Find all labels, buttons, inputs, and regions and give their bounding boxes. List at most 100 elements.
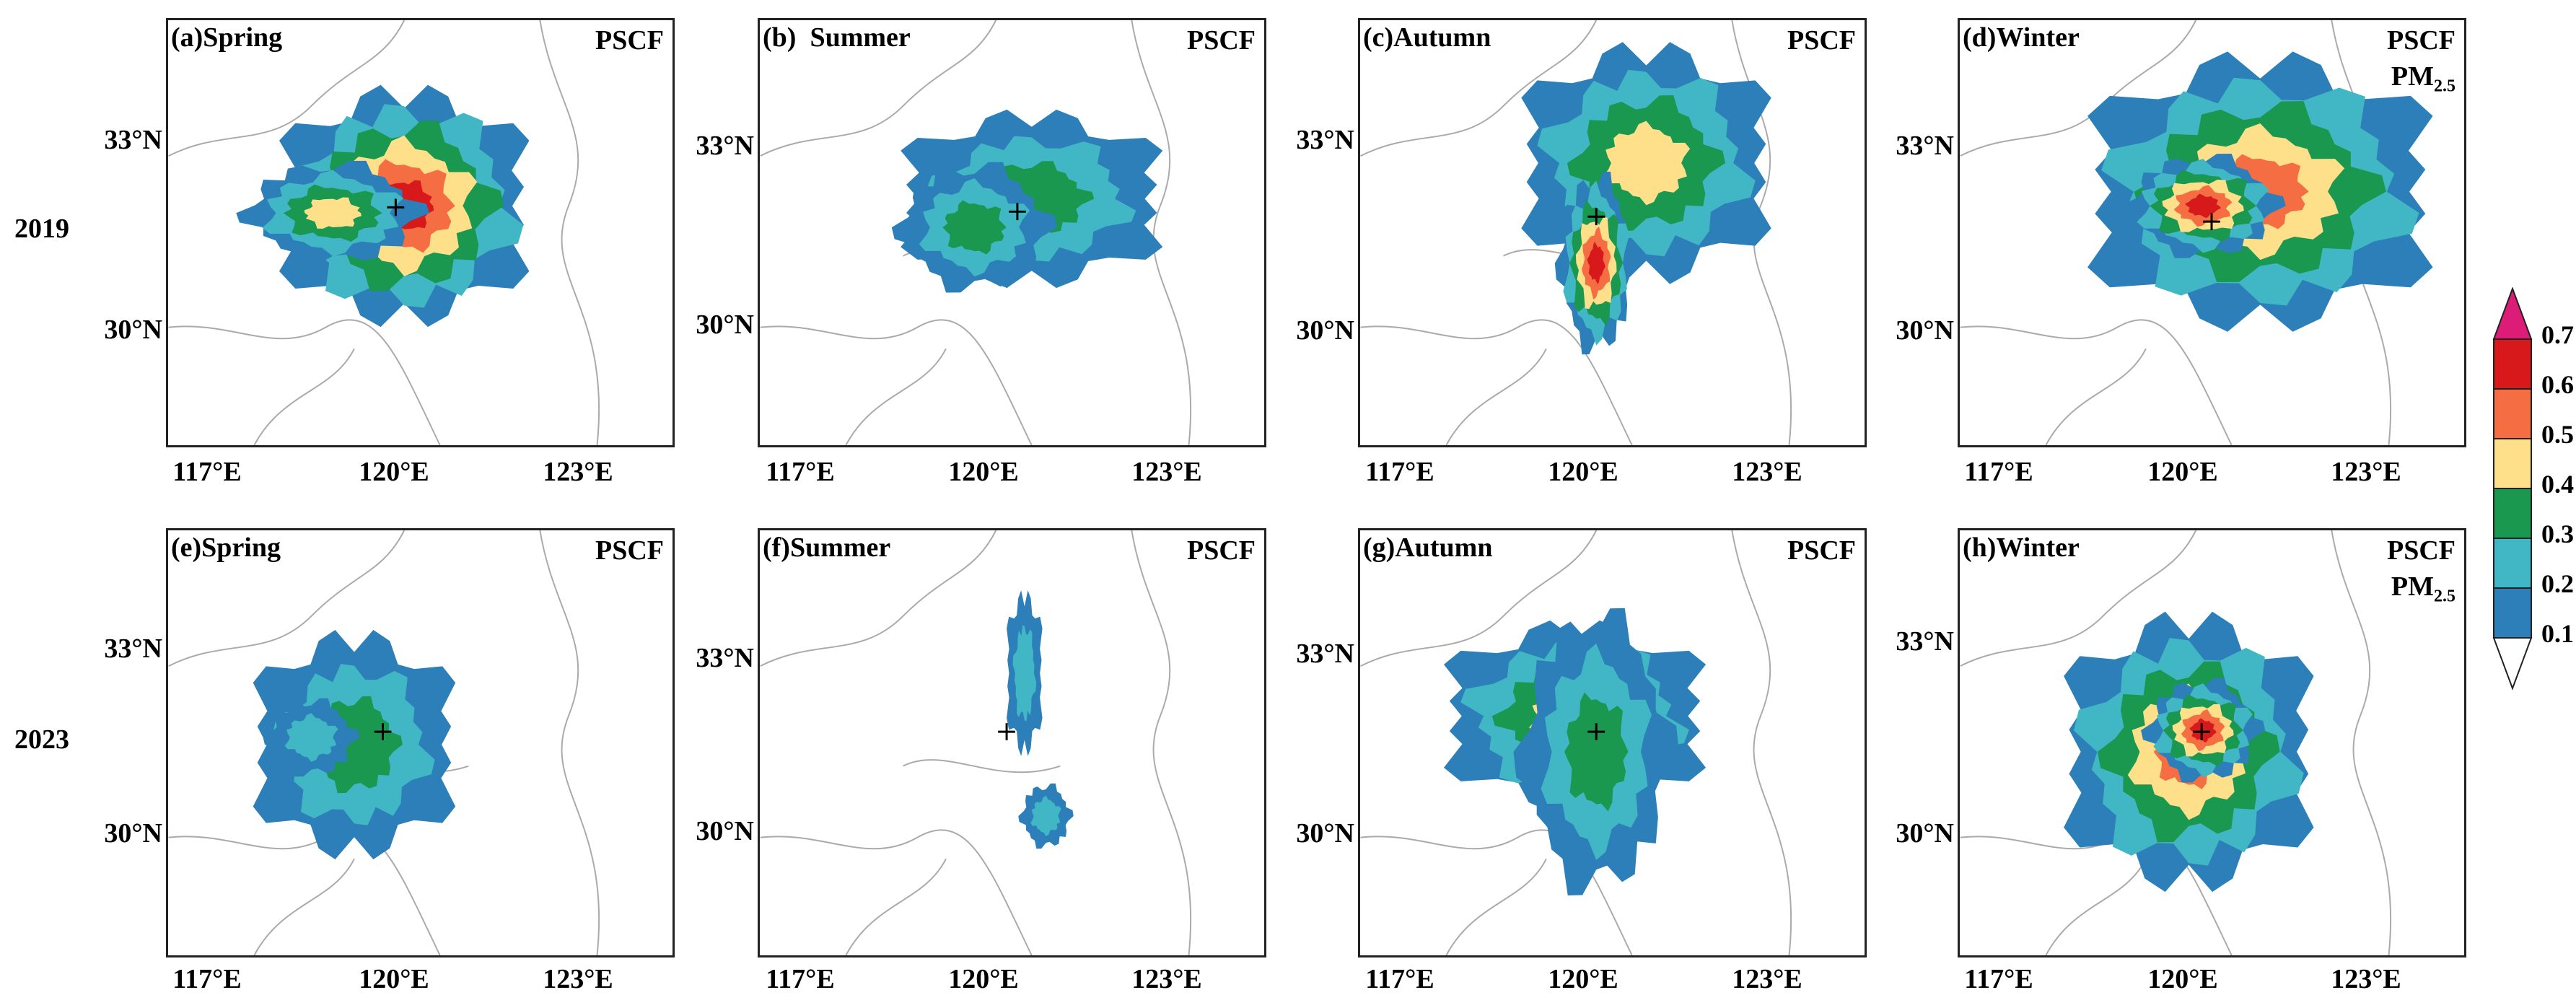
pscf-contour [304,197,362,229]
colorbar-tick-0.4: 0.4 [2541,470,2574,499]
pscf-contour [1564,692,1629,812]
pscf-contour [284,713,338,762]
colorbar-bin-0 [2493,338,2532,390]
panel-e: (e)Spring PSCF [166,528,675,957]
boundary-line [1360,319,1633,445]
lat-30-h: 30°N [1896,818,1954,849]
map-b [760,20,1192,445]
pscf-label: PSCF [1787,25,1856,56]
panel-f: (f)Summer PSCF [758,528,1266,957]
lon-117-e: 117°E [172,964,242,994]
receptor-marker [2193,723,2211,741]
pscf-label: PSCF [2387,535,2455,566]
colorbar [2492,287,2533,691]
pscf-contour [2189,718,2217,743]
panel-b: (b) Summer PSCF [758,18,1266,447]
boundary-line [168,20,406,157]
lat-33-b: 33°N [696,131,754,161]
colorbar-bin-5 [2493,587,2532,639]
panel-label: (f)Summer [763,533,891,563]
colorbar-tick-0.1: 0.1 [2541,619,2574,648]
panel-label: (d)Winter [1963,22,2080,53]
boundary-line [2331,530,2392,955]
pscf-contour [942,200,1007,255]
lon-117-b: 117°E [766,457,835,487]
lon-123-e: 123°E [543,964,613,994]
boundary-line [168,319,441,445]
map-g [1360,530,1792,955]
lat-33-d: 33°N [1896,131,1954,161]
lat-30-g: 30°N [1296,818,1354,849]
lon-120-g: 120°E [1548,964,1618,994]
lon-120-b: 120°E [948,457,1019,487]
boundary-line [1960,530,2197,667]
pscf-field [1007,590,1074,849]
lat-30-d: 30°N [1896,315,1954,346]
panel-g: (g)Autumn PSCF [1358,528,1867,957]
pscf-label: PSCF [1787,535,1856,566]
lon-123-a: 123°E [543,457,613,487]
boundary-line [539,20,600,445]
pm25-label: PM2.5 [2391,61,2455,96]
pscf-contour [2185,193,2222,219]
pscf-field [1521,42,1771,355]
lon-117-h: 117°E [1964,964,2033,994]
lat-30-c: 30°N [1296,315,1354,346]
colorbar-bin-2 [2493,438,2532,489]
map-e [168,530,600,955]
lat-33-g: 33°N [1296,639,1354,669]
boundary-line [760,530,997,667]
lat-30-b: 30°N [696,310,754,340]
lat-33-f: 33°N [696,643,754,673]
lat-33-h: 33°N [1896,626,1954,657]
pscf-contour [1030,795,1061,837]
receptor-marker [1587,208,1605,226]
panel-label: (g)Autumn [1363,533,1493,563]
boundary-line [1360,530,1598,667]
boundary-line [1131,20,1192,445]
map-c [1360,20,1792,445]
boundary-line [903,759,1061,773]
lon-123-c: 123°E [1732,457,1802,487]
pscf-field [253,629,456,859]
lat-30-e: 30°N [104,818,162,849]
colorbar-bin-4 [2493,538,2532,589]
boundary-line [2045,858,2147,955]
receptor-marker [374,723,392,741]
boundary-line [845,348,947,445]
receptor-marker [2203,213,2220,231]
pscf-contour [1587,241,1605,285]
panel-h: (h)Winter PSCF PM2.5 [1958,528,2466,957]
boundary-line [539,530,600,955]
lon-117-a: 117°E [172,457,242,487]
pscf-field [236,84,530,328]
lon-117-f: 117°E [766,964,835,994]
boundary-line [1960,319,2233,445]
lon-120-e: 120°E [359,964,429,994]
receptor-marker [387,198,405,216]
boundary-line [253,348,355,445]
pscf-label: PSCF [595,25,664,56]
boundary-line [2045,348,2147,445]
colorbar-bin-3 [2493,488,2532,539]
panel-c: (c)Autumn PSCF [1358,18,1867,447]
panel-label: (c)Autumn [1363,22,1491,53]
lon-117-c: 117°E [1365,457,1434,487]
boundary-line [168,829,441,955]
colorbar-tick-0.7: 0.7 [2541,320,2574,349]
colorbar-tick-0.6: 0.6 [2541,370,2574,399]
lon-117-g: 117°E [1365,964,1434,994]
boundary-line [845,858,947,955]
panel-label: (b) Summer [763,22,911,53]
lat-33-a: 33°N [104,125,162,155]
lat-30-f: 30°N [696,816,754,846]
lon-123-g: 123°E [1732,964,1802,994]
pscf-field [1443,608,1707,896]
pscf-contour [1602,120,1691,206]
pscf-label: PSCF [1187,25,1256,56]
lon-120-f: 120°E [948,964,1019,994]
pscf-label: PSCF [1187,535,1256,566]
boundary-line [168,530,406,667]
boundary-line [760,829,1033,955]
panel-label: (h)Winter [1963,533,2080,563]
